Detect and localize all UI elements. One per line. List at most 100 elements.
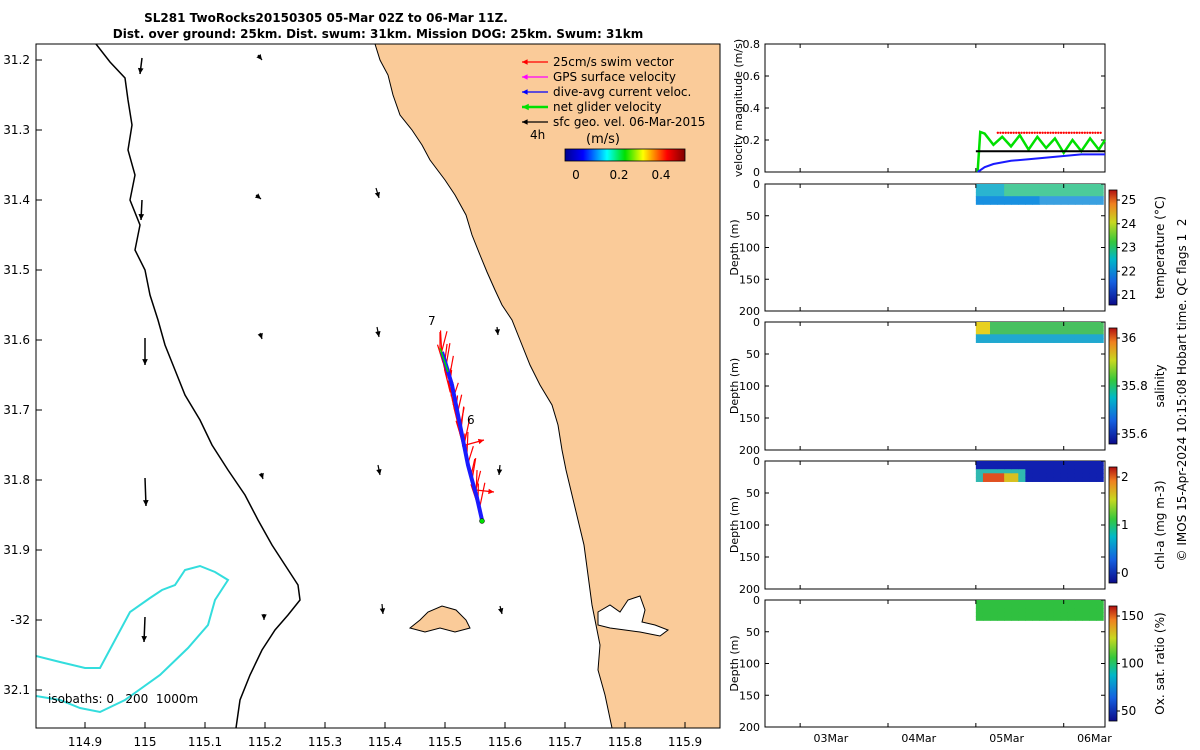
profile-cell bbox=[990, 184, 998, 189]
profile-cell bbox=[1082, 196, 1090, 201]
swim-speed-point bbox=[1007, 131, 1010, 134]
profile-cell bbox=[997, 188, 1005, 193]
profile-cell bbox=[1004, 465, 1012, 470]
profile-cell bbox=[1082, 465, 1090, 470]
profile-cell bbox=[1032, 473, 1041, 478]
profile-cell bbox=[1082, 338, 1090, 343]
profile-cell bbox=[1096, 616, 1104, 621]
profile-cell bbox=[982, 616, 991, 621]
profile-cell bbox=[1096, 461, 1104, 466]
profile-cell bbox=[1082, 616, 1090, 621]
isobath-1000m bbox=[95, 44, 301, 728]
depth-y-tick: 0 bbox=[753, 594, 760, 607]
velocity-y-tick: 0.2 bbox=[743, 134, 761, 147]
profile-cell bbox=[997, 184, 1005, 189]
swim-speed-point bbox=[1028, 131, 1031, 134]
profile-cell bbox=[990, 330, 998, 335]
profile-cell bbox=[975, 196, 984, 201]
profile-cell bbox=[982, 604, 991, 609]
profile-cell bbox=[1046, 338, 1055, 343]
profile-cell bbox=[990, 473, 998, 478]
profile-cell bbox=[1089, 334, 1097, 339]
geo-velocity-arrow bbox=[261, 614, 267, 620]
profile-cell bbox=[1096, 473, 1104, 478]
profile-cell bbox=[1053, 338, 1062, 343]
profile-cell bbox=[1074, 188, 1083, 193]
profile-cell bbox=[1053, 184, 1062, 189]
legend-arrow bbox=[522, 103, 548, 111]
profile-cell bbox=[1032, 200, 1041, 205]
profile-cell bbox=[1018, 184, 1026, 189]
profile-cell bbox=[1053, 196, 1062, 201]
profile-cell bbox=[1074, 322, 1083, 327]
profile-cell bbox=[982, 473, 991, 478]
legend-arrow bbox=[522, 59, 548, 65]
depth-y-tick: 50 bbox=[746, 626, 760, 639]
swim-speed-point bbox=[1057, 131, 1060, 134]
profile-cell bbox=[1096, 188, 1104, 193]
colorbar-label: Ox. sat. ratio (%) bbox=[1153, 612, 1167, 714]
profile-cell bbox=[1060, 477, 1069, 482]
profile-cell bbox=[1025, 184, 1033, 189]
geo-velocity-arrow bbox=[379, 603, 386, 615]
profile-cell bbox=[1011, 616, 1019, 621]
swim-speed-point bbox=[1036, 131, 1039, 134]
depth-y-tick: 200 bbox=[739, 444, 760, 457]
map-y-tick-label: 31.4 bbox=[3, 193, 30, 207]
colorbar-tick: 0.2 bbox=[609, 168, 628, 182]
profile-cell bbox=[1089, 188, 1097, 193]
profile-cell bbox=[1082, 330, 1090, 335]
depth-y-tick: 50 bbox=[746, 348, 760, 361]
map-y-tick-label: 31.2 bbox=[3, 53, 30, 67]
profile-cell bbox=[1018, 192, 1026, 197]
profile-cell bbox=[1053, 473, 1062, 478]
depth-ylabel: Depth (m) bbox=[728, 219, 741, 275]
profile-cell bbox=[982, 477, 991, 482]
swim-speed-point bbox=[1065, 131, 1068, 134]
profile-cell bbox=[1067, 616, 1076, 621]
swim-speed-point bbox=[1086, 131, 1089, 134]
profile-cell bbox=[1046, 465, 1055, 470]
legend-label: 25cm/s swim vector bbox=[553, 55, 674, 69]
profile-cell bbox=[1039, 188, 1048, 193]
profile-cell bbox=[1060, 616, 1069, 621]
profile-cell bbox=[1096, 322, 1104, 327]
profile-cell bbox=[1011, 196, 1019, 201]
colorbar-tick-label: 21 bbox=[1121, 288, 1136, 302]
profile-cell bbox=[975, 600, 984, 605]
depth-y-tick: 0 bbox=[753, 178, 760, 191]
swim-speed-point bbox=[1073, 131, 1076, 134]
profile-cell bbox=[1025, 469, 1033, 474]
profile-cell bbox=[1074, 200, 1083, 205]
profile-cell bbox=[1082, 477, 1090, 482]
profile-cell bbox=[1067, 469, 1076, 474]
legend-arrow bbox=[522, 119, 548, 125]
profile-cell bbox=[990, 600, 998, 605]
profile-cell bbox=[1053, 616, 1062, 621]
profile-cell bbox=[1096, 469, 1104, 474]
island bbox=[408, 605, 471, 633]
track-end-marker bbox=[479, 518, 485, 524]
profile-cell bbox=[1089, 461, 1097, 466]
profile-cell bbox=[975, 334, 984, 339]
profile-cell bbox=[1060, 612, 1069, 617]
depth-ylabel: Depth (m) bbox=[728, 497, 741, 553]
swim-speed-point bbox=[1067, 131, 1071, 134]
depth-y-tick: 100 bbox=[739, 658, 760, 671]
profile-cell bbox=[1032, 196, 1041, 201]
profile-cell bbox=[1082, 200, 1090, 205]
profile-cell bbox=[1060, 465, 1069, 470]
legend-label: dive-avg current veloc. bbox=[553, 85, 691, 99]
profile-cell bbox=[990, 616, 998, 621]
profile-cell bbox=[982, 330, 991, 335]
profile-cell bbox=[1046, 469, 1055, 474]
map-y-ticks: 31.2 31.3 31.4 31.5 31.6 31.7 31.8 31.9 -32 32.1 bbox=[3, 53, 42, 697]
profile-cell bbox=[990, 322, 998, 327]
profile-cell bbox=[1082, 473, 1090, 478]
profile-cell bbox=[1025, 477, 1033, 482]
profile-cell bbox=[1060, 338, 1069, 343]
track-label-7: 7 bbox=[428, 314, 436, 328]
profile-cell bbox=[1096, 200, 1104, 205]
geo-velocity-arrow bbox=[256, 53, 263, 61]
profile-cell bbox=[1046, 616, 1055, 621]
